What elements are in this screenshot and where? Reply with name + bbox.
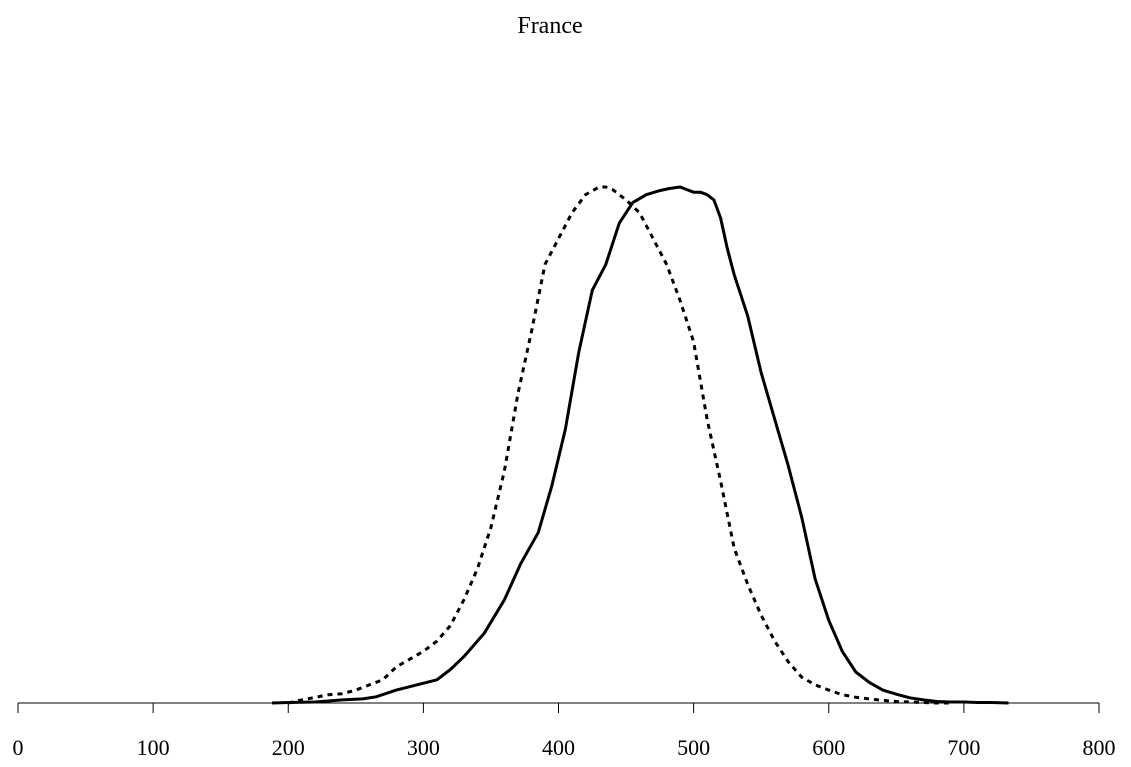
x-tick-label: 200 [272, 735, 305, 760]
x-tick-label: 800 [1083, 735, 1116, 760]
x-tick-label: 0 [13, 735, 24, 760]
series-layer [271, 185, 1009, 705]
x-tick-label: 400 [542, 735, 575, 760]
series-line-solid [271, 185, 1009, 705]
x-tick-label: 300 [407, 735, 440, 760]
x-tick-label: 100 [137, 735, 170, 760]
chart-title: France [517, 13, 582, 39]
x-tick-label: 700 [947, 735, 980, 760]
x-axis-ticks: 0 100 200 300 400 500 600 700 800 [13, 703, 1116, 760]
x-tick-label: 500 [677, 735, 710, 760]
series-line-dotted [287, 185, 951, 705]
x-tick-label: 600 [812, 735, 845, 760]
